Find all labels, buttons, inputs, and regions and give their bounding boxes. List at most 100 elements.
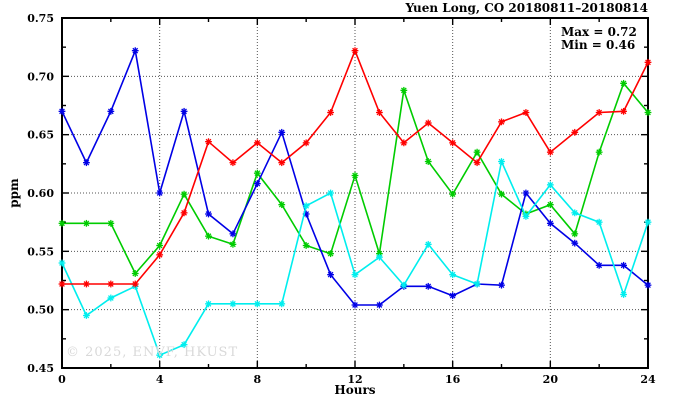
marker-stroke [132, 281, 139, 287]
data-point [58, 259, 66, 267]
marker-stroke [571, 230, 578, 237]
data-point [58, 280, 66, 288]
marker-stroke [498, 282, 505, 289]
data-point [571, 128, 579, 136]
marker-stroke [620, 262, 627, 269]
marker-stroke [205, 233, 212, 240]
data-point [83, 219, 90, 227]
x-axis-label: Hours [334, 383, 376, 397]
marker-stroke [449, 271, 456, 278]
marker-stroke [474, 159, 480, 166]
y-tick-label: 0.60 [27, 187, 54, 200]
data-point [595, 261, 603, 269]
marker-stroke [645, 282, 651, 289]
data-point [620, 291, 627, 298]
marker-stroke [547, 201, 554, 208]
data-point [229, 240, 237, 248]
marker-stroke [400, 139, 407, 146]
x-tick-label: 0 [58, 373, 66, 386]
data-point [546, 201, 554, 209]
marker-stroke [523, 190, 529, 196]
data-point [327, 250, 334, 258]
marker-stroke [205, 138, 212, 145]
x-tick-label: 4 [156, 373, 164, 386]
data-point [107, 107, 115, 115]
data-point [571, 209, 579, 217]
y-tick-label: 0.65 [27, 129, 54, 142]
marker-stroke [596, 109, 603, 116]
x-tick-label: 8 [254, 373, 262, 386]
marker-stroke [376, 254, 383, 261]
marker-stroke [83, 159, 90, 166]
y-tick-label: 0.45 [27, 362, 54, 375]
marker-stroke [645, 109, 651, 116]
marker-stroke [181, 191, 187, 198]
x-tick-label: 12 [347, 373, 362, 386]
data-point [302, 202, 310, 210]
data-point [473, 148, 481, 156]
data-point [571, 230, 579, 238]
data-point [327, 189, 334, 197]
data-point [253, 180, 261, 188]
marker-stroke [156, 251, 163, 258]
data-point [156, 351, 164, 359]
marker-stroke [83, 312, 90, 319]
marker-stroke [327, 190, 334, 196]
data-point [253, 300, 261, 308]
data-point [229, 230, 237, 238]
data-point [498, 158, 505, 165]
marker-stroke [59, 108, 65, 115]
marker-stroke [596, 219, 603, 226]
data-point [424, 158, 432, 165]
data-point [498, 190, 505, 198]
x-tick-label: 24 [640, 373, 656, 386]
data-point [400, 86, 408, 94]
marker-stroke [352, 172, 358, 179]
marker-stroke [59, 260, 65, 266]
data-point [131, 270, 139, 277]
data-point [620, 79, 627, 87]
marker-stroke [352, 302, 358, 308]
data-point [180, 341, 188, 349]
y-axis-label: ppm [7, 178, 21, 208]
marker-stroke [107, 281, 114, 287]
marker-stroke [107, 108, 114, 115]
data-point [83, 312, 90, 319]
data-point [58, 107, 66, 115]
marker-stroke [278, 300, 285, 307]
data-point [278, 201, 286, 209]
marker-stroke [303, 139, 310, 146]
marker-stroke [547, 181, 554, 188]
data-point [131, 280, 139, 288]
data-point [205, 300, 212, 308]
data-point [644, 109, 652, 116]
marker-stroke [181, 108, 187, 115]
data-point [546, 181, 554, 189]
marker-stroke [547, 149, 554, 156]
marker-stroke [425, 283, 432, 290]
marker-stroke [645, 219, 651, 226]
marker-stroke [425, 158, 432, 165]
series-green-markers [58, 79, 652, 277]
marker-stroke [474, 281, 480, 287]
y-tick-label: 0.50 [27, 304, 54, 317]
data-point [376, 109, 383, 116]
marker-stroke [107, 220, 114, 227]
data-point [58, 219, 66, 227]
data-point [449, 292, 457, 300]
data-point [376, 301, 383, 309]
data-point [83, 159, 90, 167]
data-point [253, 169, 261, 177]
data-point [595, 218, 603, 226]
data-point [327, 271, 334, 279]
marker-stroke [571, 129, 578, 136]
x-tick-label: 20 [543, 373, 559, 386]
marker-stroke [156, 352, 163, 359]
series-red-markers [58, 47, 652, 288]
tick-labels: 0 4 8 12 16 20 24 0.45 0.50 0.55 0.60 0.65 0.70 0.75 [27, 12, 656, 386]
data-point [424, 240, 432, 248]
marker-stroke [523, 213, 529, 220]
data-point [498, 281, 505, 289]
data-point [351, 47, 359, 55]
